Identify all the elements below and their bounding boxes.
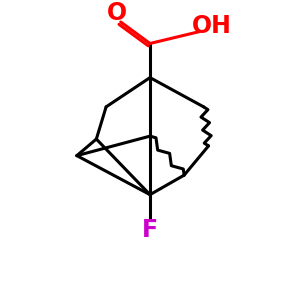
Text: O: O [107, 1, 127, 25]
Text: F: F [142, 218, 158, 242]
Text: OH: OH [191, 14, 231, 38]
